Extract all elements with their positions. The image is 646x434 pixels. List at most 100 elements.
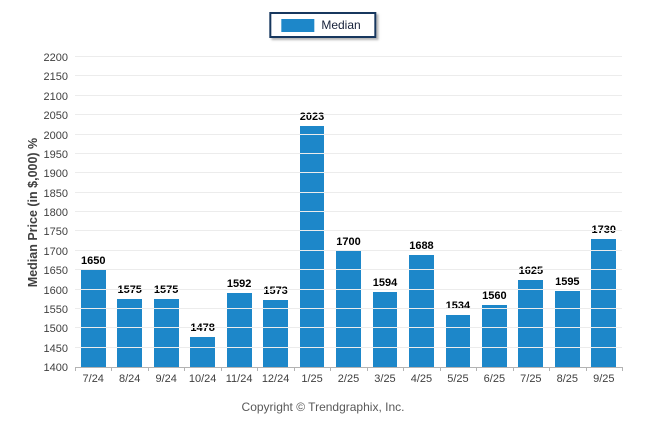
x-tick-mark [111, 367, 113, 371]
x-tick-label: 7/25 [520, 373, 542, 385]
x-tick-mark [512, 367, 514, 371]
bar-slot: 1575 [148, 57, 184, 367]
y-tick-label: 1800 [43, 207, 68, 219]
y-tick-label: 1500 [43, 323, 68, 336]
x-tick-label: 6/25 [483, 373, 506, 385]
bar [80, 270, 106, 367]
copyright-text: Copyright © Trendgraphix, Inc. [241, 400, 405, 414]
y-tick-label: 1750 [43, 226, 68, 239]
x-tick-mark [75, 367, 76, 371]
y-tick-label: 2200 [43, 52, 68, 64]
x-tick-label: 8/25 [556, 373, 579, 385]
bar-value-label: 1575 [117, 284, 142, 297]
x-tick-mark [366, 367, 368, 371]
bar-value-label: 1730 [591, 224, 617, 237]
x-tick-label: 9/24 [155, 373, 177, 385]
bar-value-label: 1534 [445, 300, 471, 313]
y-tick-label: 2150 [43, 71, 68, 84]
y-axis-labels: 1400 1450 1500 1550 1600 1650 1700 1750 1800 1850… [0, 52, 68, 374]
x-tick-label: 3/25 [374, 373, 396, 385]
gridline [75, 269, 622, 271]
x-tick-mark [330, 367, 332, 371]
bar-slot: 1688 [403, 57, 439, 367]
bar-value-label: 2023 [299, 110, 325, 123]
bar-slot: 1575 [111, 57, 147, 367]
x-tick-mark [622, 367, 623, 371]
bar [518, 279, 544, 367]
x-tick-mark [403, 367, 405, 371]
x-tick-label: 10/24 [188, 373, 217, 385]
bar-value-label: 1592 [226, 277, 252, 290]
y-tick-label: 1600 [43, 284, 68, 297]
y-tick-label: 1450 [43, 342, 68, 355]
y-tick-label: 2100 [43, 90, 68, 103]
bar [409, 255, 434, 367]
bar-value-label: 1575 [153, 284, 179, 297]
bar-value-label: 1573 [263, 284, 288, 297]
bar-slot: 1625 [513, 57, 549, 367]
x-tick-label: 4/25 [410, 373, 433, 385]
x-tick-mark [293, 367, 295, 371]
x-axis-labels: 7/24 8/24 9/24 10/24 11/24 12/24 1/25 2/25 3/25 4… [75, 373, 622, 385]
gridline [75, 288, 622, 290]
gridline [75, 75, 622, 77]
bar [299, 125, 325, 367]
bar-value-label: 1700 [336, 235, 361, 248]
y-tick-label: 1700 [43, 245, 68, 258]
bar [336, 250, 361, 367]
gridline [75, 152, 622, 154]
x-tick-mark [439, 367, 441, 371]
bar-value-label: 1650 [80, 255, 106, 268]
x-tick-mark [220, 367, 222, 371]
gridline [75, 249, 622, 251]
x-tick-mark [257, 367, 259, 371]
bar [117, 299, 143, 367]
y-tick-label: 1950 [43, 148, 68, 161]
x-tick-mark [147, 367, 149, 371]
y-tick-label: 2050 [43, 110, 68, 123]
x-tick-label: 2/25 [337, 373, 360, 385]
bar [190, 336, 216, 367]
bar-value-label: 1625 [518, 264, 544, 277]
bar-slot: 1595 [549, 57, 585, 367]
x-tick-mark [549, 367, 551, 371]
y-tick-label: 1900 [43, 168, 68, 181]
bar-slot: 1700 [330, 57, 366, 367]
plot-area: 1650 1575 1575 1478 1592 1573 2023 1700 1594 1688… [75, 56, 623, 371]
x-tick-label: 9/25 [593, 373, 615, 385]
bar-slot: 1560 [476, 57, 512, 367]
bar-slot: 1478 [184, 57, 220, 367]
bar [445, 315, 471, 367]
x-tick-label: 11/24 [225, 373, 253, 385]
y-tick-label: 2000 [43, 129, 68, 142]
bar-slot: 1730 [586, 57, 622, 367]
bar-slot: 1534 [440, 57, 476, 367]
x-tick-label: 8/24 [118, 373, 141, 385]
gridline [75, 114, 622, 116]
bar-slot: 1594 [367, 57, 403, 367]
bar-slot: 1650 [75, 57, 111, 367]
x-tick-label: 1/25 [301, 373, 323, 385]
x-tick-label: 12/24 [261, 373, 290, 385]
gridline [75, 230, 622, 232]
legend-swatch-icon [281, 18, 315, 32]
bar-value-label: 1560 [482, 290, 507, 302]
gridline [75, 327, 622, 329]
x-tick-mark [476, 367, 478, 371]
gridline [75, 56, 622, 57]
legend-label: Median [321, 18, 361, 32]
bar [591, 239, 617, 367]
y-tick-label: 1850 [43, 187, 68, 200]
gridline [75, 346, 622, 348]
bar-slot: 1573 [257, 57, 293, 367]
bar-value-label: 1688 [409, 240, 434, 253]
x-tick-label: 5/25 [447, 373, 469, 385]
bar-slot: 1592 [221, 57, 257, 367]
bar [263, 299, 288, 367]
gridline [75, 191, 622, 193]
gridline [75, 211, 622, 212]
x-tick-label: 7/24 [82, 373, 104, 385]
gridline [75, 172, 622, 174]
bar-value-label: 1595 [555, 276, 580, 289]
